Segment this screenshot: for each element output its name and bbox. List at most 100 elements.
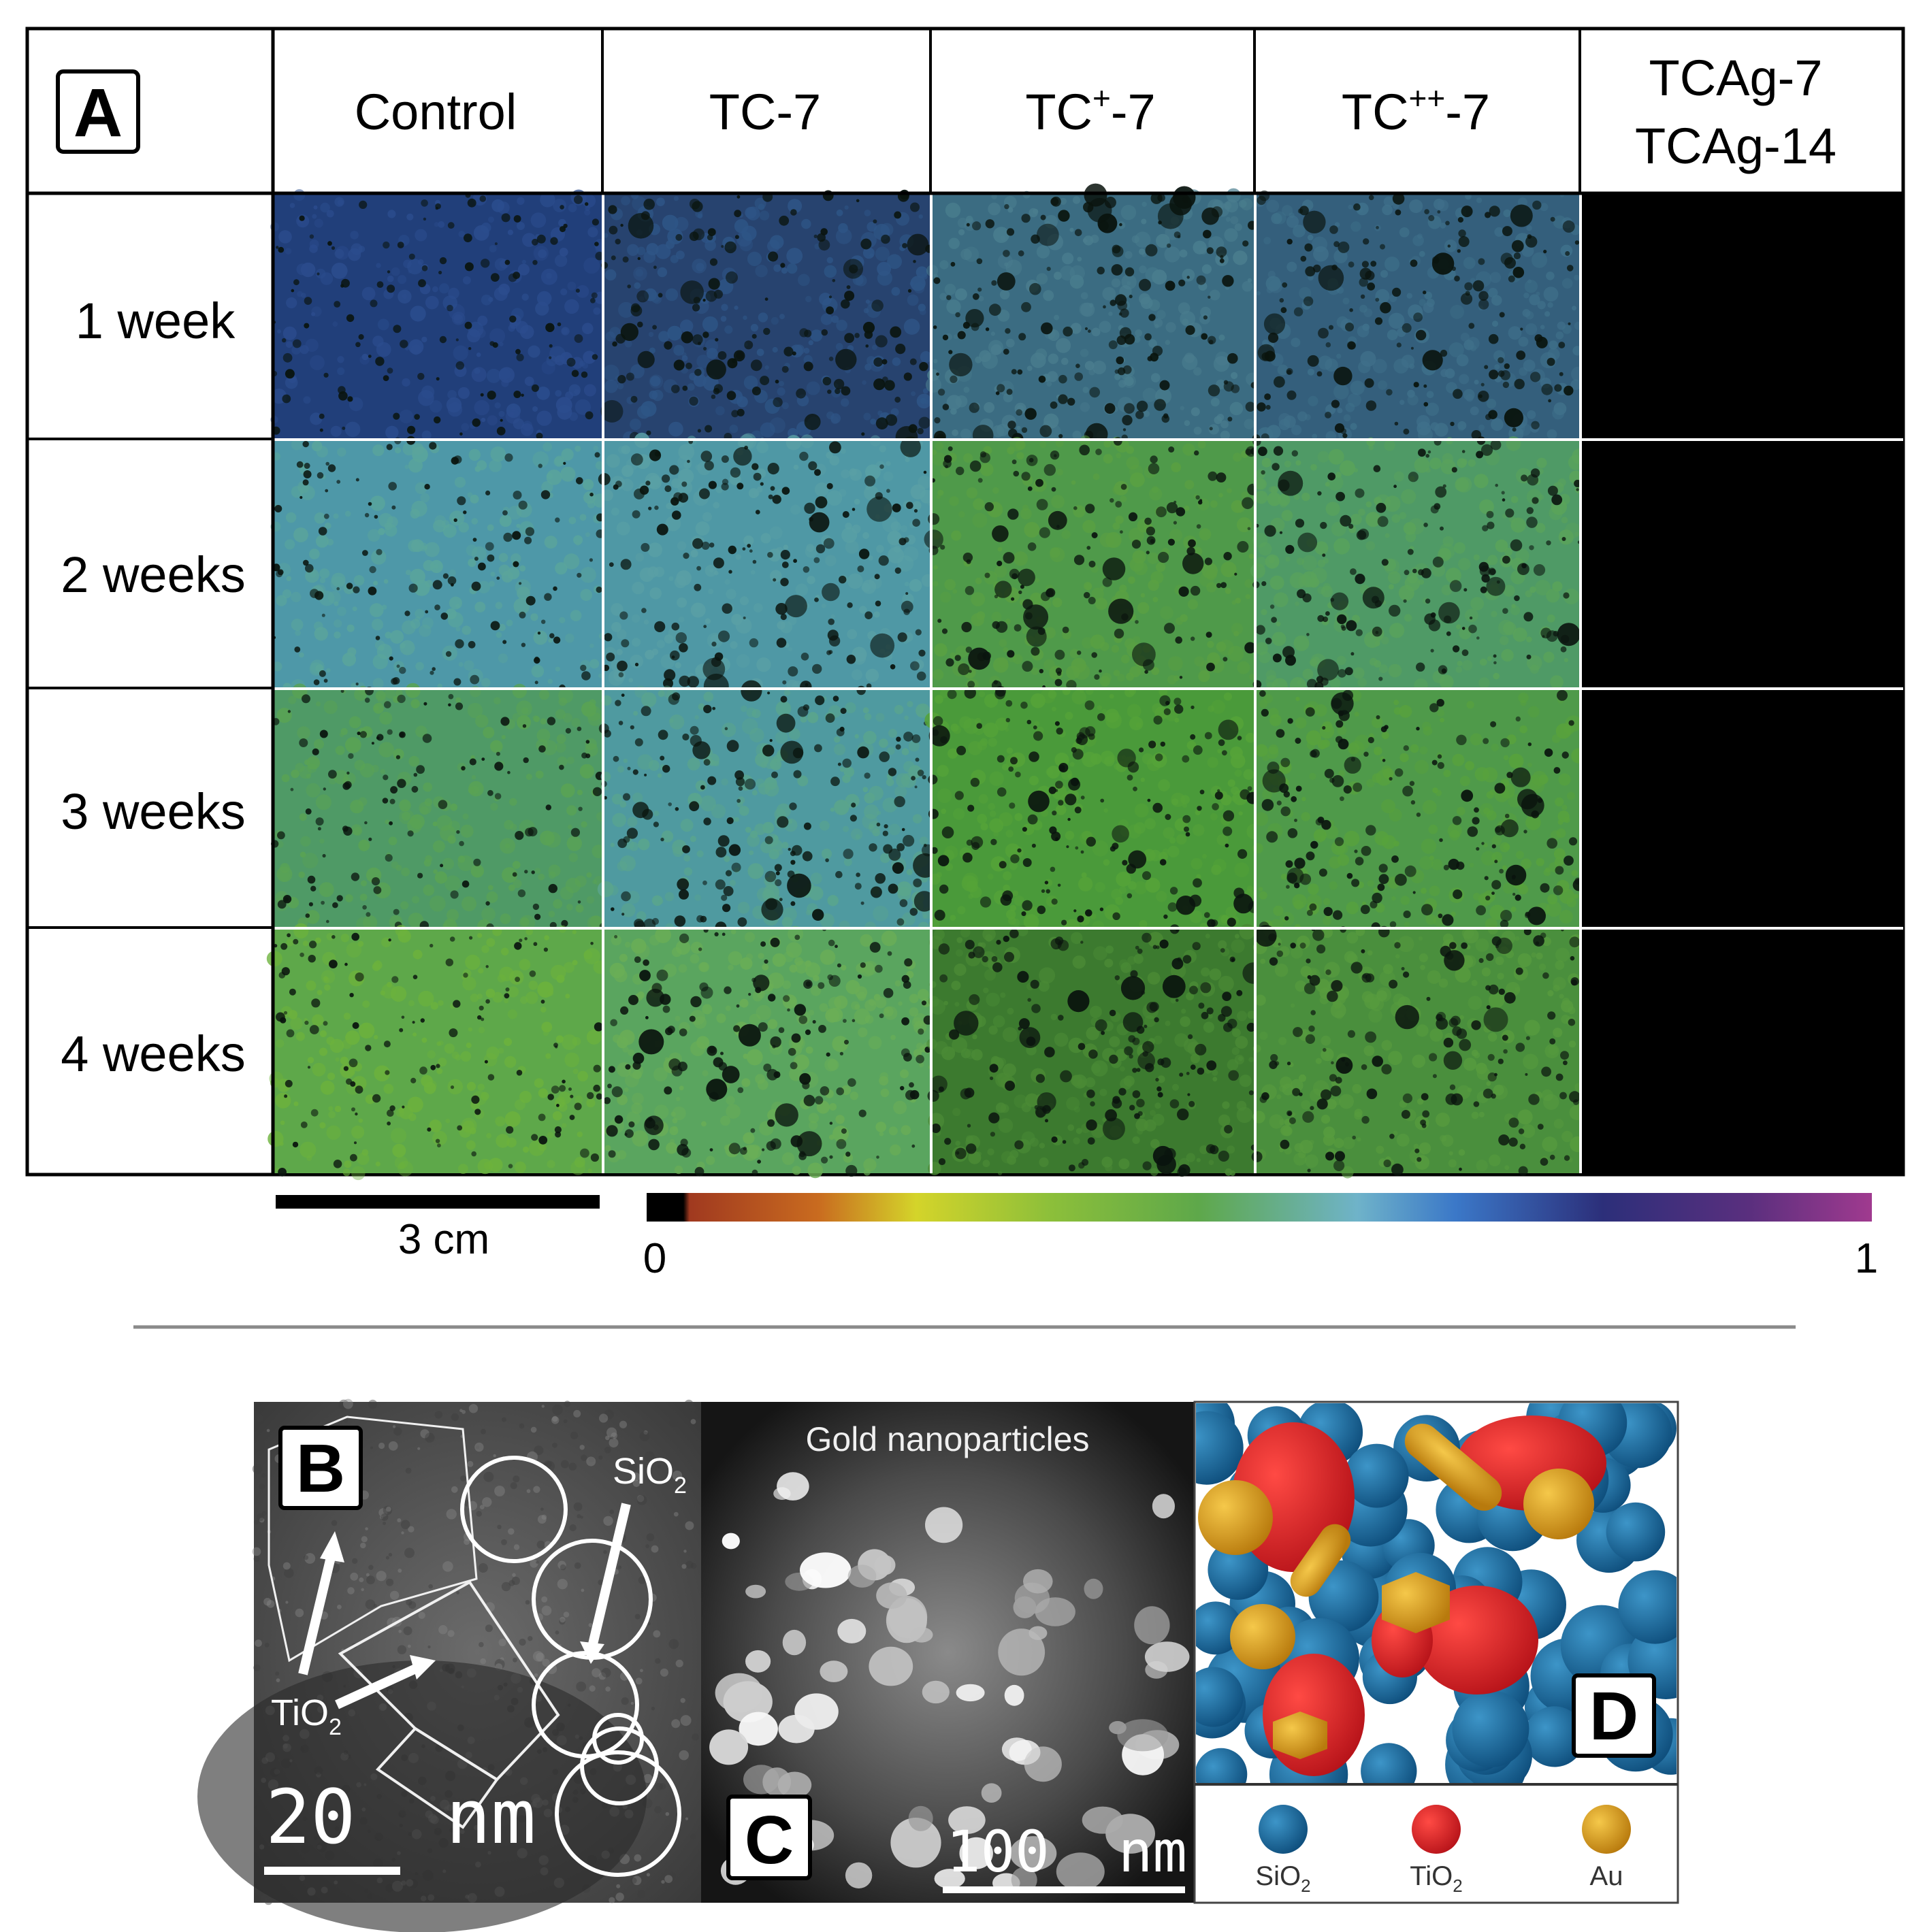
micrograph-tile [924,686,1263,936]
micrograph-tile [270,436,607,694]
gold-nanoparticle [1035,1597,1075,1626]
gold-nanoparticle [981,1783,1002,1803]
panel-c-scale-label: 100 nm [946,1818,1187,1885]
gold-nanoparticle [908,1805,933,1831]
panel-b-scale-label: 20 nm [265,1773,536,1861]
micrograph-tile [924,435,1259,691]
schematic-particles [1196,1403,1677,1783]
sio2-sphere [1524,1706,1585,1767]
tio2-crystal-outline [338,1580,560,1782]
col-header-tc-plus-suffix: -7 [1111,84,1156,140]
gold-nanoparticle [876,1582,907,1609]
gold-nanoparticle [959,1837,993,1869]
micrograph-tile [1581,929,1903,1173]
gold-nanoparticle [1152,1494,1175,1519]
gold-nanoparticle [998,1628,1046,1676]
gold-nanoparticle [948,1806,986,1835]
legend-sio2-swatch [1259,1805,1308,1854]
gold-nanoparticle [956,1684,985,1702]
gold-nanoparticle [1134,1606,1170,1645]
micrograph-tile [600,189,934,448]
gold-nanoparticle [845,1862,873,1888]
tio2-arrow-head [410,1655,436,1680]
panel-a: A Control TC-7 TC+-7 TC++-7 TCAg-7 TCAg-… [25,27,1905,1282]
gold-nanoparticle [1084,1578,1103,1599]
sio2-label-sub: 2 [674,1473,687,1499]
sio2-particle-outline [555,1750,681,1877]
sio2-sphere [1196,1411,1244,1485]
micrograph-tile [1581,440,1903,688]
tio2-label-text: TiO [271,1692,329,1733]
panel-d-label: D [1589,1678,1638,1754]
colorbar-min-label: 0 [643,1235,666,1282]
au-sphere [1230,1604,1295,1669]
col-header-tc-plus-base: TC [1025,84,1092,140]
micrograph-tile [597,680,938,934]
sio2-sphere [1361,1743,1417,1783]
micrograph-tile [1250,436,1588,694]
panel-c-title: Gold nanoparticles [806,1420,1090,1458]
micrograph-tile [1252,689,1587,934]
sio2-sphere [1196,1667,1244,1727]
tem-dark-region [197,1660,647,1932]
gold-nanoparticle [934,1869,965,1889]
tio2-arrow [298,1550,337,1675]
row-label-4-weeks: 4 weeks [61,1026,245,1082]
col-header-tc-plus-sup: + [1092,80,1111,116]
sio2-label-text: SiO [613,1451,674,1492]
panel-b: SiO2 TiO2 B 20 nm [197,1398,702,1932]
gold-nanoparticle [925,1507,963,1543]
panel-c-label-box [726,1795,812,1880]
panel-c-scale-bar [943,1886,1185,1893]
tio2-crystal-outline [375,1726,499,1829]
panel-d: D SiO2 TiO2 Au [1193,1401,1679,1904]
legend-sio2-sub: 2 [1301,1876,1310,1896]
sio2-label: SiO2 [613,1451,687,1499]
au-rod [1290,1524,1351,1597]
micrograph-tile [603,926,933,1179]
au-rod [1404,1424,1502,1511]
gold-nanoparticle [1004,1684,1024,1706]
row-label-2-weeks: 2 weeks [61,546,245,603]
gold-nanoparticle [910,1627,933,1643]
row-label-3-weeks: 3 weeks [61,783,245,840]
tio2-particle [1263,1654,1365,1776]
legend-au-swatch [1582,1805,1631,1854]
legend-tio2-text: TiO [1410,1861,1453,1891]
legend-sio2-text: SiO [1255,1861,1301,1891]
gold-nanoparticle [794,1693,839,1730]
gold-nanoparticle [922,1680,950,1704]
sio2-particle-outline [460,1456,568,1563]
sio2-sphere [1344,1443,1409,1508]
micrograph-tile [1581,195,1903,439]
col-header-tc-7: TC-7 [709,84,821,140]
row-label-1-week: 1 week [76,293,236,349]
legend-au-label: Au [1590,1861,1623,1891]
tio2-label: TiO2 [271,1692,342,1740]
image-grid [266,183,1903,1181]
col-header-tcag-7: TCAg-7 [1649,50,1823,106]
micrograph-tile [1252,190,1586,443]
gold-nanoparticle [1001,1737,1032,1762]
gold-nanoparticle [739,1712,778,1746]
gold-nanoparticle [1144,1641,1190,1672]
tio2-arrow-head [320,1531,344,1562]
micrograph-tile [271,683,606,935]
gold-nanoparticle [869,1646,913,1686]
gold-nanoparticle [782,1629,807,1656]
colorbar [647,1193,1872,1222]
col-header-tcag-14: TCAg-14 [1635,118,1836,174]
tio2-label-sub: 2 [329,1714,342,1740]
panel-b-scale-bar [264,1867,400,1875]
gold-nanoparticle [745,1650,771,1673]
gold-nanoparticle [722,1533,740,1550]
micrograph-tile [1251,924,1586,1179]
au-polyhedron [1273,1712,1327,1759]
gold-nanoparticle [820,1660,848,1682]
panel-c-label: C [745,1802,794,1878]
gold-nanoparticle [890,1818,941,1868]
gold-nanoparticle [745,1584,766,1599]
panel-a-label: A [74,75,123,151]
micrograph-tile [598,432,935,699]
